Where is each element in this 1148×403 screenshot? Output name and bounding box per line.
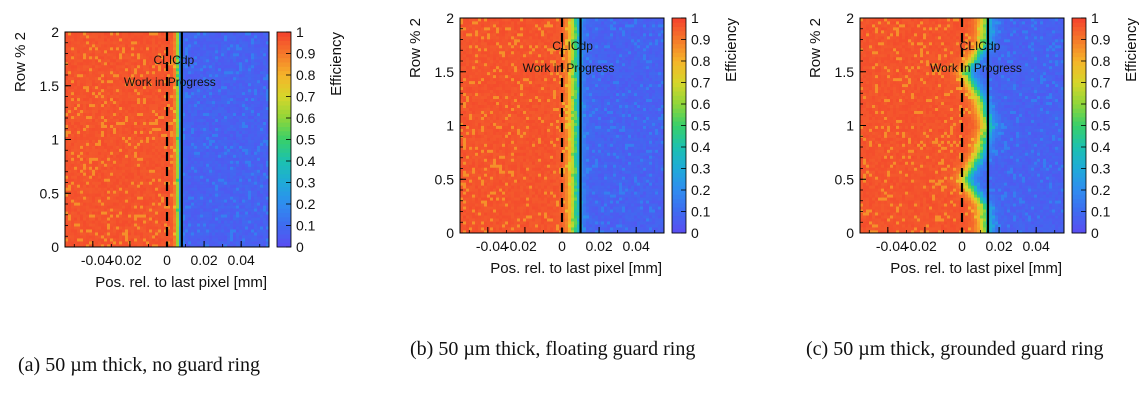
x-tick-label: 0 [163,252,171,268]
color-bar-tick-label: 0.9 [1091,32,1111,48]
color-bar-tick-label: 0.7 [691,75,711,91]
color-bar [1072,18,1086,234]
y-tick-label: 1.5 [435,64,455,80]
x-tick-label: -0.02 [505,238,537,254]
color-bar-tick-label: 0.3 [691,161,711,177]
y-tick-label: 0.5 [835,171,855,187]
color-bar-tick-label: 1 [296,24,304,40]
x-tick-label: -0.02 [110,252,142,268]
x-tick-label: 0 [558,238,566,254]
overlay-label-2: Work in Progress [523,61,615,75]
y-tick-label: 0 [446,225,454,241]
color-bar-tick-label: 0.9 [296,46,316,62]
color-bar-tick-label: 0.6 [691,96,711,112]
y-tick-label: 2 [846,10,854,26]
overlay-label-1: CLICdp [153,53,194,67]
color-bar-tick-label: 0.3 [1091,161,1111,177]
panel-b: CLICdp Work in Progress -0.04 -0.02 0 0.02 0.0… [400,8,765,288]
caption-b: (b) 50 µm thick, floating guard ring [410,338,696,360]
color-bar [672,18,686,234]
y-tick-label: 1.5 [40,78,60,94]
color-bar-title: Efficiency [723,18,740,82]
color-bar-tick-label: 0.5 [691,118,711,134]
color-bar-tick-label: 0.8 [691,53,711,69]
color-bar-title: Efficiency [1123,18,1140,82]
heatmap-cells [65,32,270,248]
color-bar-tick-label: 0.4 [691,139,711,155]
color-bar-tick-label: 1 [691,10,699,26]
y-tick-label: 0.5 [435,171,455,187]
heatmap-a: CLICdp Work in Progress -0.04-0.02 0 0.02 0.0… [12,24,345,291]
y-tick-label: 1.5 [835,64,855,80]
color-bar-tick-label: 0.2 [296,196,316,212]
overlay-label-2: Work in Progress [930,61,1022,75]
x-tick-label: -0.04 [476,238,508,254]
y-tick-label: 2 [446,10,454,26]
overlay-label-2: Work in Progress [124,75,216,89]
heatmap-cells [860,18,1065,234]
x-axis-title: Pos. rel. to last pixel [mm] [95,274,267,291]
y-tick-label: 2 [51,24,59,40]
color-bar-tick-label: 0.4 [1091,139,1111,155]
y-tick-label: 0 [846,225,854,241]
x-axis-title: Pos. rel. to last pixel [mm] [490,260,662,277]
color-bar-tick-label: 0.5 [296,132,316,148]
caption-a: (a) 50 µm thick, no guard ring [18,354,261,376]
color-bar-tick-label: 0.3 [296,175,316,191]
color-bar-tick-label: 0.2 [1091,182,1111,198]
y-axis-title: Row % 2 [12,32,29,92]
heatmap-cells [460,18,665,234]
x-tick-label: 0.04 [623,238,650,254]
color-bar-tick-label: 0.1 [296,218,316,234]
color-bar-tick-label: 0.6 [1091,96,1111,112]
color-bar-tick-label: 0 [296,239,304,255]
x-tick-label: 0.02 [985,238,1012,254]
color-bar-tick-label: 0.4 [296,153,316,169]
x-tick-label: -0.04 [876,238,908,254]
x-axis-title: Pos. rel. to last pixel [mm] [890,260,1062,277]
y-tick-label: 0 [51,239,59,255]
y-axis-title: Row % 2 [407,18,424,78]
color-bar-tick-label: 0.1 [691,204,711,220]
color-bar-tick-label: 0.8 [1091,53,1111,69]
color-bar [277,32,291,248]
caption-c: (c) 50 µm thick, grounded guard ring [806,338,1104,360]
color-bar-title: Efficiency [328,32,345,96]
overlay-label-1: CLICdp [960,39,1001,53]
color-bar-tick-label: 0 [1091,225,1099,241]
color-bar-tick-label: 0.9 [691,32,711,48]
x-tick-label: 0.02 [190,252,217,268]
y-tick-label: 1 [51,132,59,148]
overlay-label-1: CLICdp [552,39,593,53]
color-bar-tick-label: 0.1 [1091,204,1111,220]
y-tick-label: 0.5 [40,185,60,201]
color-bar-tick-label: 0.2 [691,182,711,198]
y-tick-label: 1 [446,118,454,134]
color-bar-tick-label: 1 [1091,10,1099,26]
color-bar-tick-label: 0.8 [296,67,316,83]
heatmap-b: CLICdp Work in Progress -0.04-0.02 0 0.02 0.0… [407,10,740,277]
y-tick-label: 1 [846,118,854,134]
y-axis-title: Row % 2 [807,18,824,78]
panel-c: CLICdp Work in Progress -0.04 -0.02 0 0.02 0.0… [800,8,1148,288]
x-tick-label: -0.02 [905,238,937,254]
color-bar-tick-label: 0.7 [1091,75,1111,91]
heatmap-c: CLICdp Work in Progress -0.04-0.02 0 0.02 0.0… [807,10,1140,277]
x-tick-label: 0.04 [228,252,255,268]
x-tick-label: 0 [958,238,966,254]
color-bar-tick-label: 0 [691,225,699,241]
color-bar-tick-label: 0.5 [1091,118,1111,134]
x-tick-label: 0.04 [1023,238,1050,254]
x-tick-label: -0.04 [81,252,113,268]
color-bar-tick-label: 0.6 [296,110,316,126]
color-bar-tick-label: 0.7 [296,89,316,105]
x-tick-label: 0.02 [585,238,612,254]
panel-a: CLICdp Work in Progress -0.04 -0.02 0 0.02 0.0… [5,22,370,302]
